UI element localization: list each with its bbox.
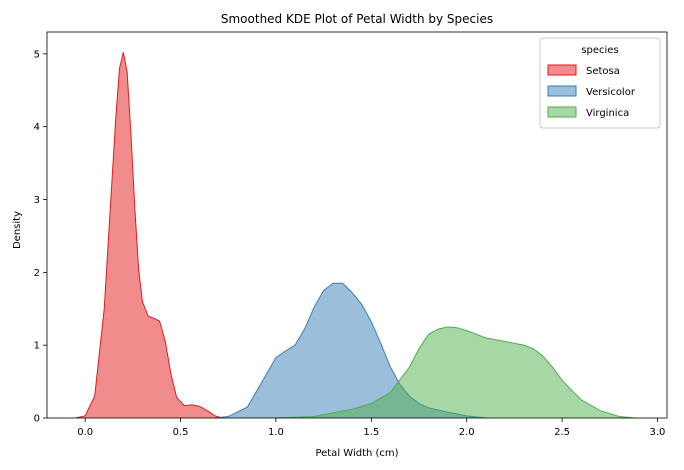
legend-label-versicolor: Versicolor: [586, 87, 636, 98]
legend-title: species: [581, 45, 618, 56]
plot-frame: [46, 31, 668, 419]
kde-area-versicolor: [214, 283, 486, 418]
y-tick-label: 4: [34, 122, 40, 133]
x-tick-label: 1.0: [268, 427, 284, 438]
y-tick-label: 1: [34, 341, 40, 352]
legend-label-setosa: Setosa: [586, 66, 620, 77]
x-tick-label: 0.5: [173, 427, 189, 438]
legend-label-virginica: Virginica: [586, 108, 629, 119]
y-tick-label: 2: [34, 268, 40, 279]
x-tick-label: 2.0: [459, 427, 475, 438]
kde-line-virginica: [275, 326, 635, 419]
plot-area: [75, 52, 635, 419]
kde-line-setosa: [75, 52, 223, 419]
kde-area-virginica: [275, 326, 635, 418]
axes: 0.0 0.5 1.0 1.5 2.0 2.5 3.0 0 1 2 3 4 5: [34, 31, 668, 438]
x-tick-label: 2.5: [554, 427, 570, 438]
y-tick-label: 0: [34, 414, 40, 425]
legend-swatch-setosa: [547, 64, 577, 76]
x-tick-label: 0.0: [77, 427, 93, 438]
kde-area-setosa: [75, 52, 223, 418]
y-tick-label: 3: [34, 195, 40, 206]
chart-title: Smoothed KDE Plot of Petal Width by Spec…: [221, 12, 493, 26]
y-axis-label: Density: [12, 211, 23, 249]
x-tick-label: 3.0: [650, 427, 666, 438]
x-tick-label: 1.5: [363, 427, 379, 438]
x-axis-label: Petal Width (cm): [315, 448, 398, 459]
y-tick-label: 5: [34, 49, 40, 60]
legend: species Setosa Versicolor Virginica: [539, 37, 661, 129]
legend-swatch-virginica: [547, 106, 577, 118]
legend-box: [539, 37, 661, 129]
legend-swatch-versicolor: [547, 85, 577, 97]
